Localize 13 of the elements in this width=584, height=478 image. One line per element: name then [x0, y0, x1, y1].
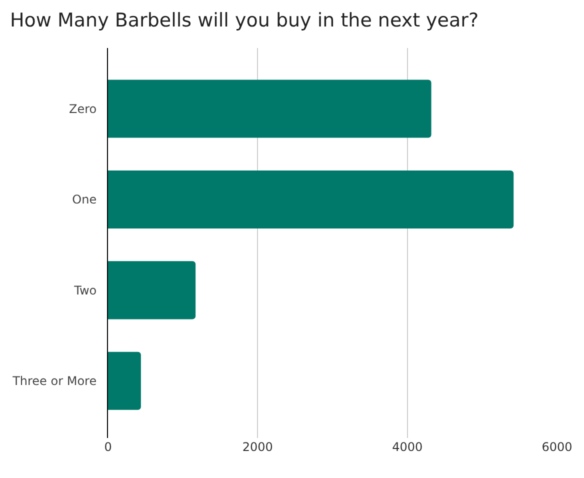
y-tick-label: One [72, 192, 97, 207]
bar [108, 170, 514, 228]
y-tick-label: Two [73, 283, 97, 298]
bar [108, 352, 141, 410]
y-tick-label: Three or More [12, 374, 97, 388]
bar [108, 80, 432, 138]
x-tick-label: 4000 [392, 440, 423, 454]
x-tick-label: 2000 [242, 440, 273, 454]
x-tick-label: 0 [104, 440, 112, 454]
chart-title: How Many Barbells will you buy in the next year? [10, 10, 479, 32]
bar [108, 261, 196, 320]
x-tick-label: 6000 [542, 440, 572, 454]
y-tick-label: Zero [68, 102, 97, 116]
